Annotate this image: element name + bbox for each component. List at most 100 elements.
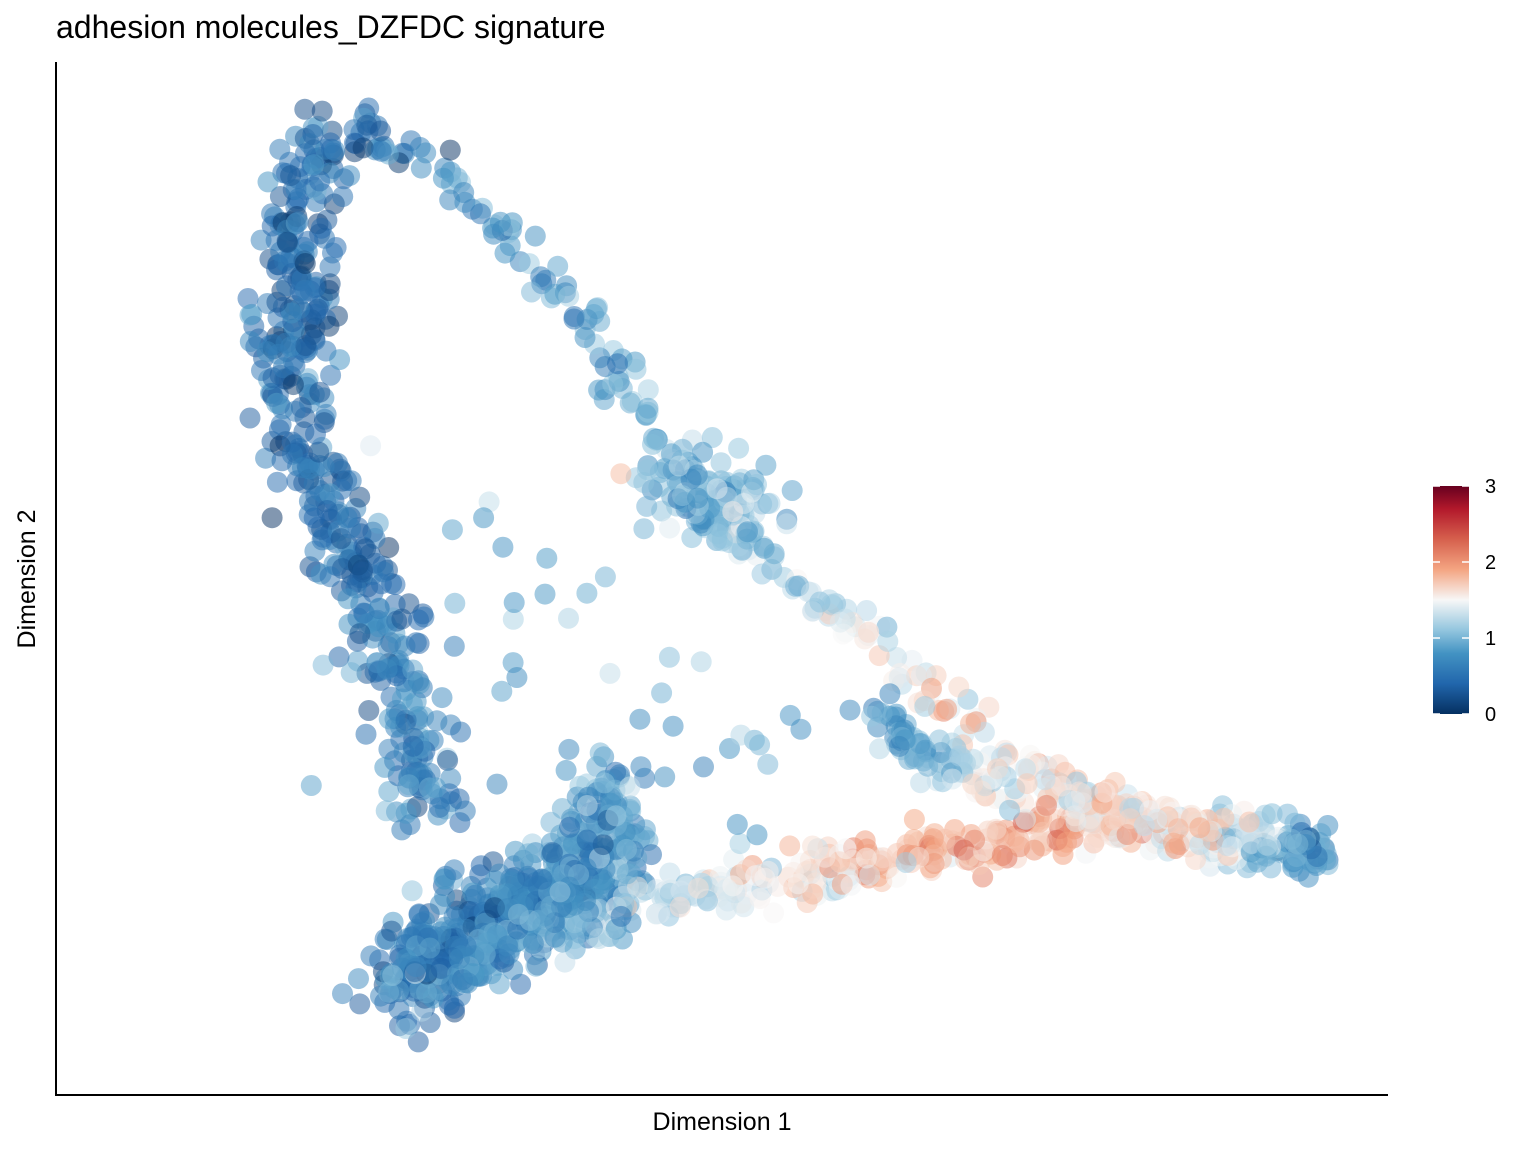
data-point (491, 680, 513, 702)
data-point (454, 800, 476, 822)
data-point (625, 358, 647, 380)
data-point (903, 808, 925, 830)
data-point (336, 507, 358, 529)
data-point (948, 676, 970, 698)
data-points (237, 97, 1339, 1053)
data-point (289, 298, 310, 319)
data-point (917, 755, 939, 777)
data-point (282, 374, 304, 396)
data-point (888, 735, 910, 757)
data-point (633, 518, 655, 540)
data-point (589, 742, 611, 764)
data-point (294, 279, 316, 301)
data-point (605, 805, 627, 827)
data-point (441, 974, 463, 996)
data-point (1116, 824, 1138, 845)
data-point (583, 304, 605, 325)
data-point (686, 464, 708, 486)
data-point (355, 538, 377, 560)
data-point (402, 659, 424, 681)
data-point (706, 478, 728, 500)
data-point (630, 881, 652, 903)
data-point (448, 948, 470, 970)
data-point (610, 463, 632, 485)
data-point (776, 513, 798, 535)
data-point (922, 828, 944, 850)
data-point (443, 859, 465, 881)
data-point (416, 982, 437, 1004)
data-point (1261, 803, 1283, 825)
data-point (1133, 815, 1155, 837)
data-point (431, 687, 453, 709)
data-point (402, 735, 424, 757)
data-point (517, 843, 539, 865)
data-point (690, 651, 712, 673)
data-point (324, 140, 346, 162)
data-point (534, 899, 556, 921)
data-point (710, 452, 732, 474)
data-point (701, 427, 723, 448)
data-point (319, 483, 341, 505)
data-point (521, 281, 542, 303)
data-point (547, 255, 569, 277)
data-point (415, 142, 437, 164)
data-point (576, 582, 598, 604)
data-point (310, 217, 332, 239)
data-point (303, 154, 325, 176)
data-point (594, 566, 616, 588)
data-point (531, 868, 553, 890)
data-point (309, 381, 331, 403)
data-point (319, 566, 341, 588)
data-point (349, 486, 371, 508)
data-point (782, 861, 804, 883)
data-point (871, 702, 893, 724)
data-point (401, 880, 423, 902)
data-point (426, 710, 448, 732)
data-point (308, 441, 330, 463)
data-point (541, 842, 563, 864)
data-point (356, 114, 378, 136)
data-point (473, 507, 495, 529)
data-point (888, 667, 910, 689)
data-point (332, 983, 353, 1005)
colorbar-tick-label: 0 (1485, 704, 1496, 726)
data-point (1036, 794, 1057, 816)
data-point (507, 903, 529, 925)
data-point (298, 490, 320, 512)
data-point (856, 600, 878, 621)
data-point (728, 437, 750, 459)
data-point (432, 167, 454, 189)
colorbar-ticks: 0 1 2 3 (1433, 476, 1496, 726)
data-point (257, 171, 279, 193)
data-point (337, 588, 359, 610)
data-point (320, 364, 342, 386)
data-point (737, 521, 758, 543)
data-point (489, 211, 511, 233)
data-point (476, 932, 498, 954)
data-point (711, 530, 733, 552)
data-point (1050, 775, 1072, 797)
data-point (895, 852, 917, 873)
data-point (1064, 790, 1086, 812)
data-point (1163, 832, 1184, 854)
data-point (751, 563, 773, 585)
data-point (814, 846, 836, 868)
data-point (985, 818, 1007, 840)
data-point (370, 140, 392, 162)
data-point (503, 592, 525, 613)
data-point (524, 225, 546, 247)
data-point (1280, 828, 1302, 850)
data-point (970, 780, 992, 802)
data-point (1256, 834, 1278, 856)
colorbar-tick-label: 3 (1485, 476, 1496, 498)
data-point (358, 700, 380, 721)
data-point (549, 881, 571, 903)
data-point (554, 951, 576, 973)
data-point (669, 896, 691, 918)
data-point (989, 765, 1011, 787)
data-point (886, 647, 908, 668)
data-point (319, 256, 341, 278)
data-point (488, 863, 510, 885)
data-point (558, 738, 580, 760)
data-point (839, 699, 861, 721)
